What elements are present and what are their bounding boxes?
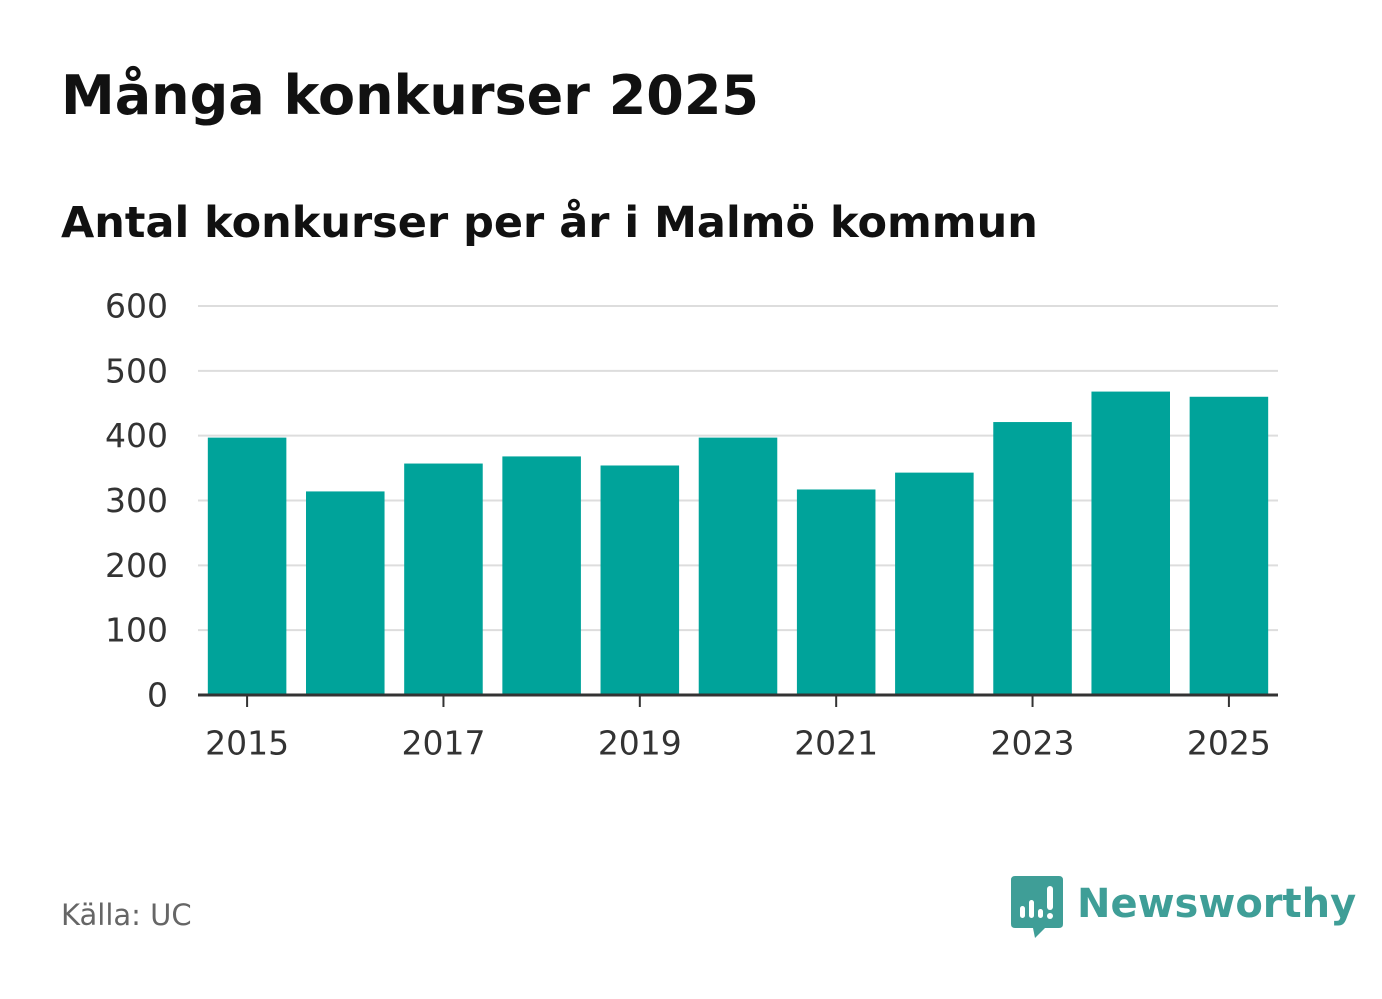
y-tick-label: 0 bbox=[147, 676, 168, 715]
x-tick-label: 2023 bbox=[991, 724, 1075, 763]
y-tick-label: 100 bbox=[105, 611, 168, 650]
bar-2017 bbox=[404, 463, 483, 695]
y-tick-label: 300 bbox=[105, 481, 168, 520]
bar-2022 bbox=[895, 472, 974, 695]
x-tick-label: 2017 bbox=[401, 724, 485, 763]
chart-title: Många konkurser 2025 bbox=[61, 64, 759, 127]
y-tick-label: 500 bbox=[105, 351, 168, 390]
newsworthy-logo-icon bbox=[1011, 876, 1063, 938]
brand-logo: Newsworthy bbox=[1011, 876, 1356, 940]
bar-2020 bbox=[698, 437, 778, 695]
chart-subtitle: Antal konkurser per år i Malmö kommun bbox=[61, 198, 1038, 248]
y-tick-label: 600 bbox=[105, 287, 168, 326]
bar-2023 bbox=[993, 422, 1072, 695]
x-tick-label: 2025 bbox=[1187, 724, 1271, 763]
bar-2025 bbox=[1189, 396, 1269, 695]
brand-name: Newsworthy bbox=[1077, 881, 1357, 927]
x-tick-label: 2019 bbox=[598, 724, 682, 763]
y-tick-label: 200 bbox=[105, 546, 168, 585]
bar-2018 bbox=[502, 456, 581, 695]
bars bbox=[207, 391, 1269, 695]
bar-2015 bbox=[207, 437, 287, 695]
source-label: Källa: UC bbox=[61, 898, 192, 932]
x-tick-label: 2015 bbox=[205, 724, 289, 763]
x-tick-label: 2021 bbox=[794, 724, 878, 763]
y-tick-label: 400 bbox=[105, 416, 168, 455]
bar-2016 bbox=[306, 491, 385, 695]
bar-2019 bbox=[600, 465, 680, 695]
x-axis bbox=[198, 693, 1278, 707]
tick-labels: 0 100 200 300 400 500 600 2015 2017 2019 2021 2023 2… bbox=[105, 287, 1271, 763]
bar-2021 bbox=[796, 489, 876, 695]
bar-2024 bbox=[1091, 391, 1170, 695]
